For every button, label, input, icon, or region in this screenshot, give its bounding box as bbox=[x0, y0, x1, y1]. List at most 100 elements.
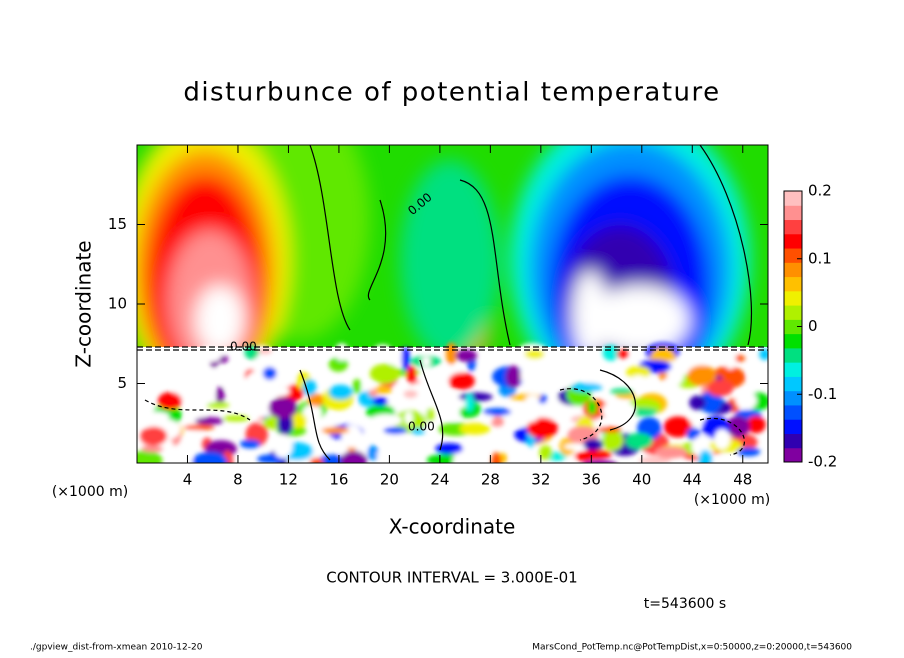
footer-right: MarsCond_PotTemp.nc@PotTempDist,x=0:5000… bbox=[532, 643, 852, 653]
field-patch bbox=[369, 363, 401, 384]
field-patch bbox=[307, 393, 325, 407]
footer-left: ./gpview_dist-from-xmean 2010-12-20 bbox=[30, 643, 203, 653]
x-tick-label: 36 bbox=[582, 471, 601, 489]
field-patch bbox=[352, 378, 362, 394]
field-patch bbox=[388, 352, 406, 366]
colorbar-tick-label: 0.1 bbox=[808, 249, 832, 267]
field-patch bbox=[207, 401, 230, 409]
field-patch bbox=[203, 368, 224, 379]
x-tick-label: 48 bbox=[733, 471, 752, 489]
field-patch bbox=[404, 411, 413, 425]
x-tick-label: 4 bbox=[183, 471, 193, 489]
x-axis-title: X-coordinate bbox=[389, 515, 516, 539]
field-patch bbox=[223, 415, 250, 422]
field-patch bbox=[654, 446, 688, 459]
time-label: t=543600 s bbox=[644, 596, 726, 612]
field-patch bbox=[257, 454, 285, 463]
colorbar-tick-label: 0 bbox=[808, 317, 818, 335]
colorbar-band bbox=[784, 404, 802, 420]
colorbar-tick-label: 0.2 bbox=[808, 182, 832, 200]
x-tick-label: 24 bbox=[430, 471, 449, 489]
y-axis-title: Z-coordinate bbox=[72, 240, 96, 367]
colorbar-band bbox=[784, 390, 802, 406]
field-patch bbox=[258, 347, 273, 355]
field-patch bbox=[275, 369, 295, 388]
field-patch bbox=[629, 375, 648, 389]
field-patch bbox=[410, 428, 426, 435]
field-patch bbox=[689, 395, 706, 411]
field-patch bbox=[421, 356, 431, 367]
field-patch bbox=[137, 366, 155, 385]
field-patch bbox=[379, 429, 407, 448]
field-patch bbox=[484, 414, 494, 423]
field-patch bbox=[192, 451, 228, 463]
field-patch bbox=[455, 349, 477, 362]
field-patch bbox=[194, 417, 224, 425]
x-tick-label: 8 bbox=[233, 471, 243, 489]
field-patch bbox=[375, 451, 407, 458]
field-patch bbox=[289, 350, 298, 368]
field-patch bbox=[372, 397, 389, 406]
field-patch bbox=[328, 384, 353, 400]
field-patch bbox=[435, 443, 464, 455]
field-patch bbox=[459, 422, 491, 435]
field-patch bbox=[373, 385, 393, 395]
field-patch bbox=[626, 365, 651, 379]
colorbar-band bbox=[784, 376, 802, 392]
field-patch bbox=[687, 365, 717, 387]
colorbar-band bbox=[784, 305, 802, 320]
field-patch bbox=[223, 378, 244, 390]
field-patch bbox=[184, 424, 215, 431]
field-patch bbox=[711, 455, 737, 463]
field-patch bbox=[699, 390, 722, 414]
field-patch bbox=[383, 426, 408, 435]
colorbar-band bbox=[784, 233, 802, 249]
x-tick-label: 16 bbox=[329, 471, 348, 489]
field-patch bbox=[748, 371, 757, 380]
field-patch bbox=[724, 350, 736, 370]
contour-label: 0.00 bbox=[408, 420, 435, 434]
field-patch bbox=[663, 416, 693, 438]
field-patch bbox=[601, 401, 636, 421]
x-tick-label: 32 bbox=[531, 471, 550, 489]
colorbar-band bbox=[784, 347, 802, 363]
field-patch bbox=[525, 395, 540, 404]
field-patch bbox=[215, 386, 225, 405]
field-patch bbox=[698, 449, 713, 463]
field bbox=[137, 145, 768, 463]
field-patch bbox=[368, 389, 378, 397]
y-tick-label: 10 bbox=[108, 295, 127, 313]
x-tick-label: 12 bbox=[279, 471, 298, 489]
colorbar-band bbox=[784, 333, 802, 349]
colorbar-band bbox=[784, 362, 802, 377]
field-patch bbox=[726, 415, 750, 438]
field-patch bbox=[361, 384, 376, 391]
field-patch bbox=[448, 372, 475, 390]
field-patch bbox=[759, 348, 768, 361]
colorbar-band bbox=[784, 205, 802, 221]
colorbar-band bbox=[784, 447, 802, 463]
field-patch bbox=[602, 345, 619, 361]
field-patch bbox=[302, 349, 334, 358]
field-patch bbox=[714, 429, 730, 450]
field-patch bbox=[289, 412, 307, 429]
field-patch bbox=[239, 439, 261, 449]
field-patch bbox=[505, 365, 521, 389]
colorbar-tick-label: -0.2 bbox=[808, 453, 837, 471]
field-patch bbox=[198, 345, 222, 363]
colorbar-band bbox=[784, 290, 802, 306]
field-patch bbox=[587, 400, 597, 415]
field-patch bbox=[707, 379, 734, 397]
field-patch bbox=[452, 454, 466, 463]
field-patch bbox=[137, 450, 163, 463]
colorbar-band bbox=[784, 419, 802, 434]
field-patch bbox=[426, 408, 435, 422]
field-patch bbox=[157, 392, 182, 410]
field-patch bbox=[334, 343, 349, 361]
field-patch bbox=[735, 391, 757, 410]
colorbar-band bbox=[784, 276, 802, 292]
field-patch bbox=[746, 415, 766, 434]
x-unit: (×1000 m) bbox=[694, 492, 770, 508]
field-patch bbox=[464, 393, 474, 412]
